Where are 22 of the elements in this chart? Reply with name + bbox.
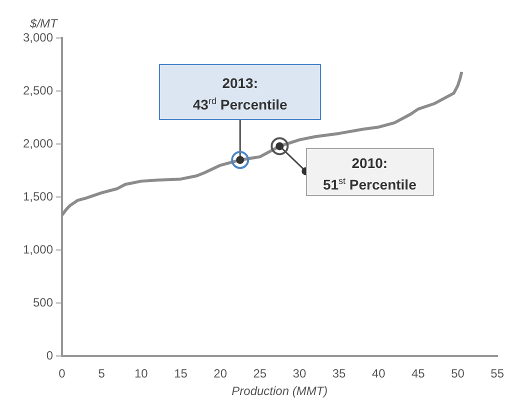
- x-tick-label: 50: [451, 366, 465, 381]
- x-tick-label: 10: [134, 366, 148, 381]
- y-tick-label: 0: [46, 348, 54, 363]
- y-tick-label: 2,000: [23, 136, 54, 150]
- annotation: 2013: 43$^{rd}$ Percentile: [192, 74, 288, 115]
- y-tick-label: 500: [33, 295, 54, 310]
- y-tick-label: 1,500: [23, 189, 54, 204]
- y-tick-label: 2,500: [23, 83, 54, 98]
- x-tick-label: 45: [412, 366, 426, 381]
- x-tick-label: 40: [372, 366, 386, 381]
- x-axis-title: Production (MMT): [232, 384, 328, 398]
- x-tick-label: 35: [332, 366, 346, 381]
- x-tick-label: 55: [490, 366, 504, 381]
- x-tick-label: 5: [98, 366, 106, 381]
- x-tick-label: 0: [58, 366, 66, 381]
- y-tick-label: 3,000: [23, 30, 54, 44]
- y-tick-label: 1,000: [23, 242, 54, 256]
- y-axis-title: $/MT: [29, 16, 60, 30]
- x-tick-label: 15: [174, 366, 188, 381]
- x-tick-label: 20: [214, 366, 228, 381]
- x-tick-label: 25: [253, 366, 267, 381]
- x-tick-label: 30: [292, 366, 306, 381]
